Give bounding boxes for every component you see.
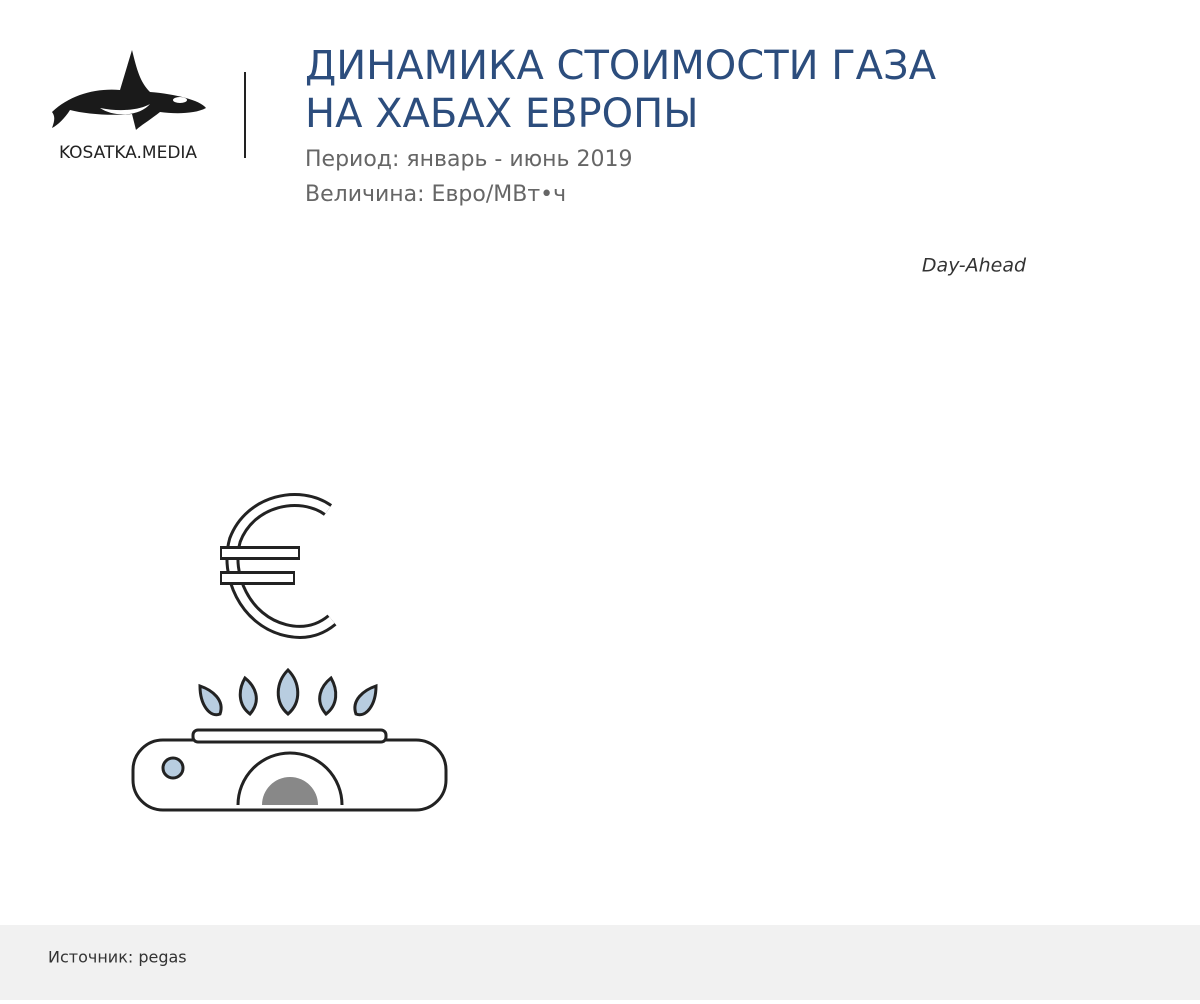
- decor-icons: [131, 493, 448, 812]
- chart-title: НА ХАБАХ ЕВРОПЫ: [305, 91, 699, 137]
- chart-title: ДИНАМИКА СТОИМОСТИ ГАЗА: [305, 43, 937, 89]
- subtitle: Период: январь - июнь 2019: [305, 147, 633, 172]
- annotation: Day-Ahead: [922, 255, 1027, 277]
- brand: KOSATKA.MEDIA: [59, 143, 197, 163]
- footer: [0, 925, 1200, 1000]
- logo: [52, 50, 206, 130]
- source: Источник: pegas: [48, 948, 187, 967]
- subtitle: Величина: Евро/МВт•ч: [305, 182, 566, 207]
- annotation-box: [896, 247, 1052, 285]
